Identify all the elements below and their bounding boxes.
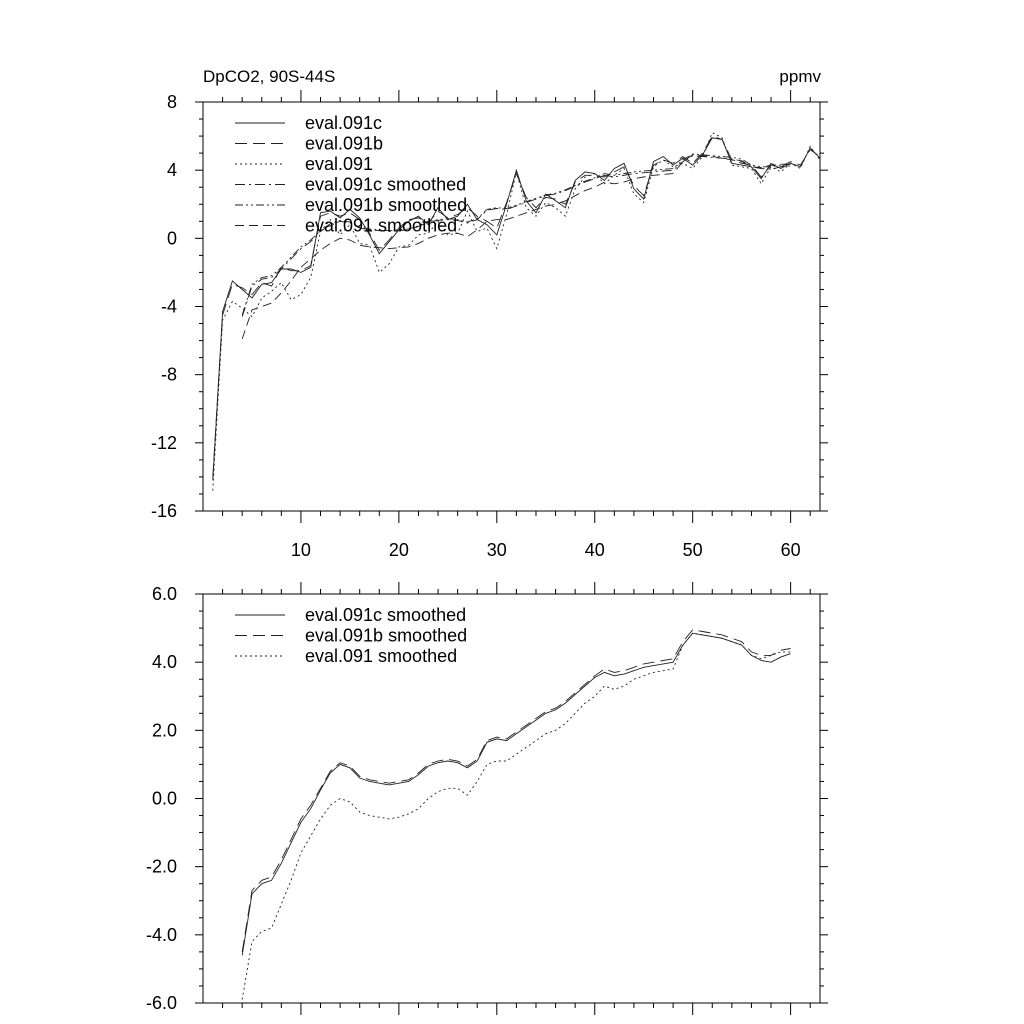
x-tick-label: 20	[389, 540, 409, 560]
legend-label: eval.091b smoothed	[305, 626, 467, 646]
legend-label: eval.091 smoothed	[305, 216, 457, 236]
x-tick-label: 60	[781, 540, 801, 560]
y-tick-label: 2.0	[152, 720, 177, 740]
y-tick-label: 0.0	[152, 789, 177, 809]
panel-bottom: -6.0 -4.0 -2.0 0.0 2.0 4.0 6.0 eval.091c smooth…	[146, 582, 828, 1015]
legend-label: eval.091	[305, 154, 373, 174]
legend-label: eval.091c	[305, 113, 382, 133]
x-tick-label: 50	[683, 540, 703, 560]
plot-frame	[202, 593, 821, 1004]
series-line-6	[241, 154, 791, 340]
y-tick-label: 8	[167, 92, 177, 112]
y-tick-label: 4.0	[152, 652, 177, 672]
x-tick-label: 10	[291, 540, 311, 560]
x-tick-label: 40	[585, 540, 605, 560]
series-line-2	[241, 629, 791, 952]
series-line-1	[212, 137, 821, 481]
units-label: ppmv	[779, 67, 821, 86]
legend-label: eval.091b smoothed	[305, 195, 467, 215]
y-tick-label: -8	[161, 365, 177, 385]
legend-label: eval.091 smoothed	[305, 646, 457, 666]
y-tick-label: -16	[151, 501, 177, 521]
series-line-3	[212, 132, 821, 491]
y-tick-label: -4	[161, 297, 177, 317]
y-tick-label: -4.0	[146, 925, 177, 945]
y-tick-label: 4	[167, 160, 177, 180]
y-tick-label: -12	[151, 433, 177, 453]
series-line-2	[212, 135, 821, 477]
y-tick-label: 6.0	[152, 584, 177, 604]
legend-label: eval.091c smoothed	[305, 605, 466, 625]
plot-frame	[202, 101, 821, 512]
panel-top: DpCO2, 90S-44S ppmv -16 -12 -8 -4 0 4 8 10 20 30 4…	[151, 67, 828, 560]
chart-title: DpCO2, 90S-44S	[203, 67, 335, 86]
x-tick-label: 30	[487, 540, 507, 560]
series-line-3	[241, 632, 791, 1000]
legend-label: eval.091b	[305, 134, 383, 154]
series-line-1	[241, 632, 791, 956]
legend-label: eval.091c smoothed	[305, 175, 466, 195]
y-tick-label: -6.0	[146, 993, 177, 1013]
series-line-4	[241, 155, 791, 317]
y-tick-label: -2.0	[146, 857, 177, 877]
y-tick-label: 0	[167, 228, 177, 248]
